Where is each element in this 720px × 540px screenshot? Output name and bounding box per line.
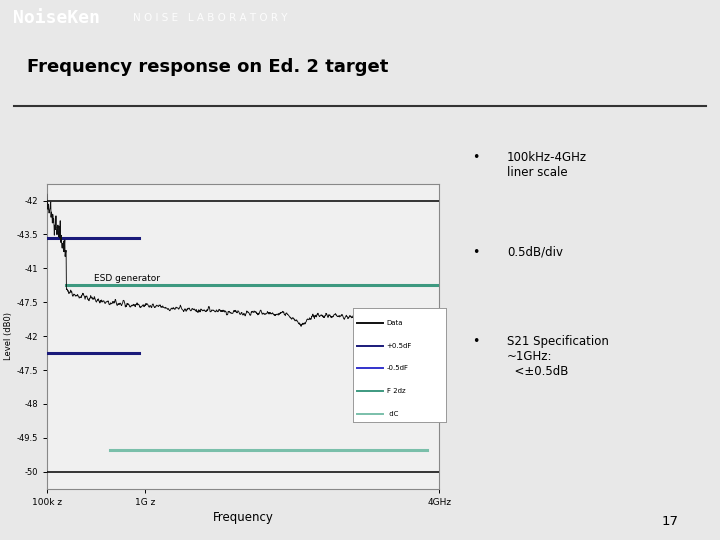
Text: •: • bbox=[472, 246, 480, 259]
Text: N O I S E   L A B O R A T O R Y: N O I S E L A B O R A T O R Y bbox=[133, 13, 288, 23]
Text: 0.5dB/div: 0.5dB/div bbox=[507, 246, 563, 259]
X-axis label: Frequency: Frequency bbox=[212, 511, 274, 524]
Text: Frequency response on Ed. 2 target: Frequency response on Ed. 2 target bbox=[27, 58, 389, 76]
Text: 100kHz-4GHz
liner scale: 100kHz-4GHz liner scale bbox=[507, 151, 587, 179]
Text: +0.5dF: +0.5dF bbox=[387, 342, 412, 349]
Text: •: • bbox=[472, 335, 480, 348]
Text: -0.5dF: -0.5dF bbox=[387, 365, 408, 372]
Text: NoiseKen: NoiseKen bbox=[13, 9, 100, 27]
Text: S21 Specification
~1GHz:
  <±0.5dB: S21 Specification ~1GHz: <±0.5dB bbox=[507, 335, 608, 378]
Text: 17: 17 bbox=[661, 515, 678, 528]
Text: dC: dC bbox=[387, 410, 398, 417]
Text: ESD generator: ESD generator bbox=[94, 274, 160, 282]
Text: Data: Data bbox=[387, 320, 403, 326]
Text: •: • bbox=[472, 151, 480, 164]
Y-axis label: Level (dB0): Level (dB0) bbox=[4, 312, 14, 360]
Text: F 2dz: F 2dz bbox=[387, 388, 405, 394]
